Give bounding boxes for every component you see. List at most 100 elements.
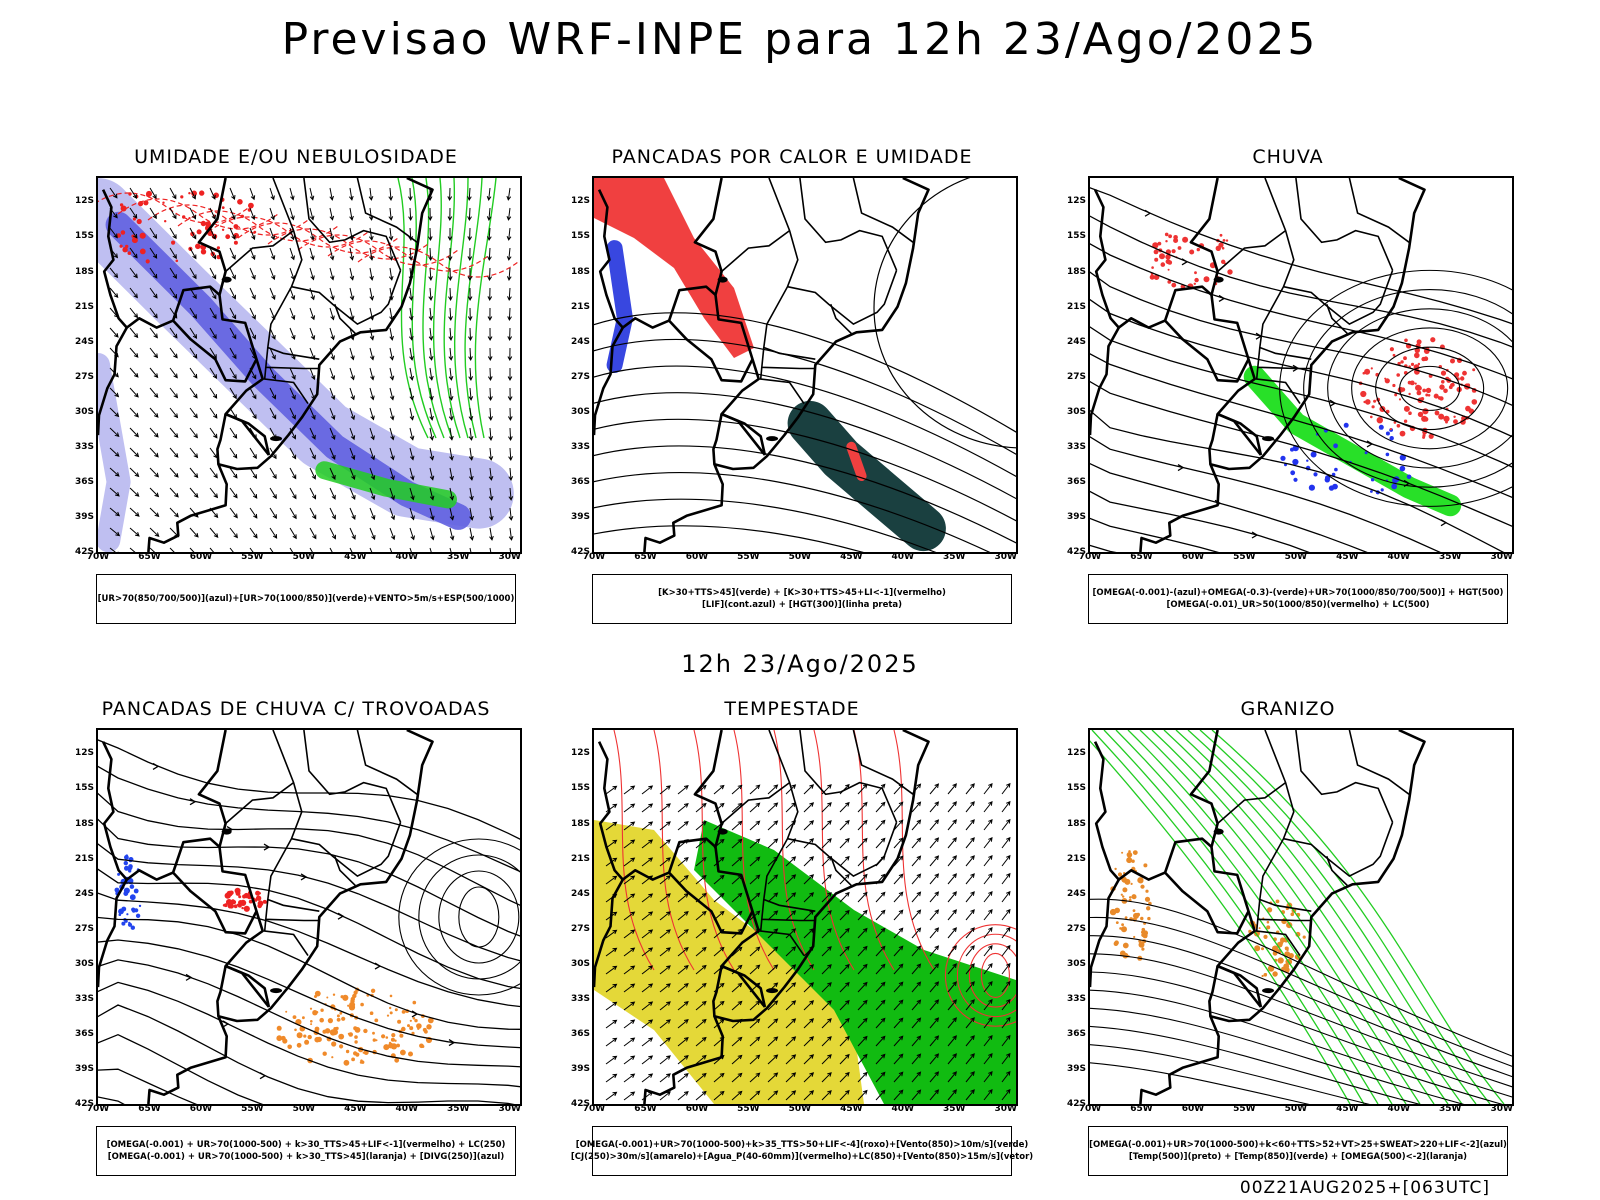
country-border [216, 413, 227, 465]
rain-cell-red [1167, 268, 1170, 271]
wind-vector [309, 267, 315, 281]
wind-vector [947, 1089, 957, 1101]
wind-vector [731, 928, 743, 939]
rain-cell-red [1443, 415, 1450, 422]
lat-tick: 21S [1066, 853, 1086, 864]
wind-vector [448, 347, 454, 361]
storm-cell-orange [390, 1037, 395, 1042]
wind-vector [983, 1034, 993, 1047]
wind-vector [507, 387, 513, 402]
wind-vector [767, 946, 779, 957]
country-border [594, 878, 624, 988]
wind-vector [1001, 1034, 1011, 1047]
lon-tick: 40W [395, 1104, 418, 1114]
storm-cell-orange [401, 1026, 406, 1032]
red-cell [180, 195, 184, 199]
lon-tick: 50W [1284, 552, 1308, 562]
wind-vector [469, 527, 475, 541]
storm-cell-orange [292, 1015, 297, 1019]
wind-vector [129, 307, 139, 319]
wind-vector [695, 874, 707, 885]
lagoon [766, 988, 779, 994]
lat-tick: 12S [570, 196, 590, 207]
wind-vector [429, 527, 435, 541]
omega-orange [1124, 916, 1128, 919]
wind-vector [329, 367, 336, 381]
streamline [1090, 326, 1512, 468]
wind-vector [641, 839, 654, 849]
wind-vector [189, 287, 197, 300]
country-border [225, 964, 271, 1008]
red-cell [132, 217, 136, 221]
wind-vector [803, 802, 815, 813]
legend-line-2: [Temp(500)](preto) + [Temp(850)](verde) … [1128, 1152, 1468, 1162]
country-border [594, 326, 624, 436]
wind-vector [785, 946, 797, 957]
rain-cell-red [1370, 367, 1373, 370]
wind-vector [749, 838, 761, 849]
rain-cell-red [1433, 393, 1439, 399]
wind-vector [749, 946, 761, 957]
wind-vector [389, 347, 395, 361]
wind-vector [785, 910, 797, 921]
wind-vector [486, 187, 492, 201]
divergence-blue [118, 908, 124, 915]
wind-vector [289, 407, 296, 420]
omega-orange [1121, 926, 1127, 933]
wind-vector [289, 187, 295, 201]
streamline [1090, 490, 1310, 552]
wind-vector [389, 487, 395, 501]
wind-vector [929, 1017, 940, 1029]
wind-vector [965, 819, 975, 831]
lat-tick: 21S [74, 853, 94, 864]
lon-tick: 45W [840, 1104, 863, 1114]
storm-cell-orange [407, 1024, 410, 1028]
streamline [98, 916, 520, 1030]
legend-box: [OMEGA(-0.001)-(azul)+OMEGA(-0.3)-(verde… [1088, 574, 1508, 624]
contour-layer [1090, 730, 1512, 1104]
coastline [643, 178, 930, 552]
country-border [1217, 964, 1263, 1008]
wind-vector [875, 1017, 886, 1029]
wind-vector [309, 307, 316, 321]
wind-vector [289, 367, 296, 380]
wind-vector [677, 1037, 689, 1047]
wind-vector [229, 467, 238, 479]
storm-cell-orange [276, 1025, 282, 1031]
wind-vector [821, 838, 832, 849]
rain-cell-blue [1385, 431, 1390, 436]
wind-vector [713, 928, 725, 939]
coastline-layer [594, 730, 930, 1104]
wind-vector [189, 507, 199, 518]
wind-vector [695, 1054, 707, 1065]
wind-vector [149, 347, 159, 359]
wind-vector [309, 467, 316, 480]
wind-vector [169, 507, 179, 518]
wind-vector [713, 1054, 725, 1065]
streamline-arrow [374, 962, 382, 970]
state-border [1348, 730, 1410, 795]
lon-tick: 60W [685, 1104, 709, 1114]
wind-vector [893, 999, 904, 1011]
streamline [1090, 187, 1512, 325]
wind-vector [785, 892, 797, 903]
wind-vector [209, 467, 218, 479]
wind-vector [713, 1036, 725, 1047]
streamline [1090, 544, 1117, 552]
wind-vector [409, 327, 414, 341]
wind-vector [785, 1072, 797, 1083]
wind-vector [659, 947, 671, 957]
wind-vector [249, 407, 257, 420]
wind-vector [1001, 872, 1011, 885]
divergence-blue [124, 865, 129, 871]
rain-cell-red [1363, 400, 1366, 404]
lat-tick: 12S [570, 748, 590, 759]
country-border [197, 178, 270, 456]
wind-vector [289, 507, 297, 520]
omega-orange [1122, 895, 1125, 898]
wind-vector [468, 427, 474, 441]
wind-vector [803, 1054, 815, 1065]
storm-cell-orange [354, 1035, 358, 1039]
lat-tick: 39S [1066, 1063, 1086, 1074]
wind-vector [249, 307, 256, 320]
